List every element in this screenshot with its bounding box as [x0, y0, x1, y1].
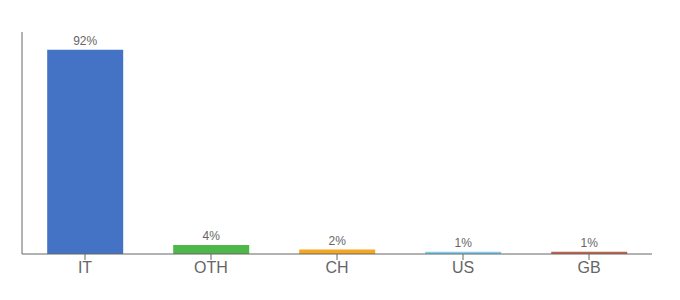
svg-text:CH: CH	[325, 259, 348, 276]
svg-text:92%: 92%	[73, 34, 97, 48]
svg-text:OTH: OTH	[194, 259, 228, 276]
svg-text:1%: 1%	[455, 236, 473, 250]
svg-text:4%: 4%	[203, 229, 221, 243]
svg-text:IT: IT	[78, 259, 92, 276]
svg-text:2%: 2%	[329, 234, 347, 248]
svg-text:1%: 1%	[581, 236, 599, 250]
svg-text:US: US	[452, 259, 474, 276]
svg-text:GB: GB	[577, 259, 600, 276]
